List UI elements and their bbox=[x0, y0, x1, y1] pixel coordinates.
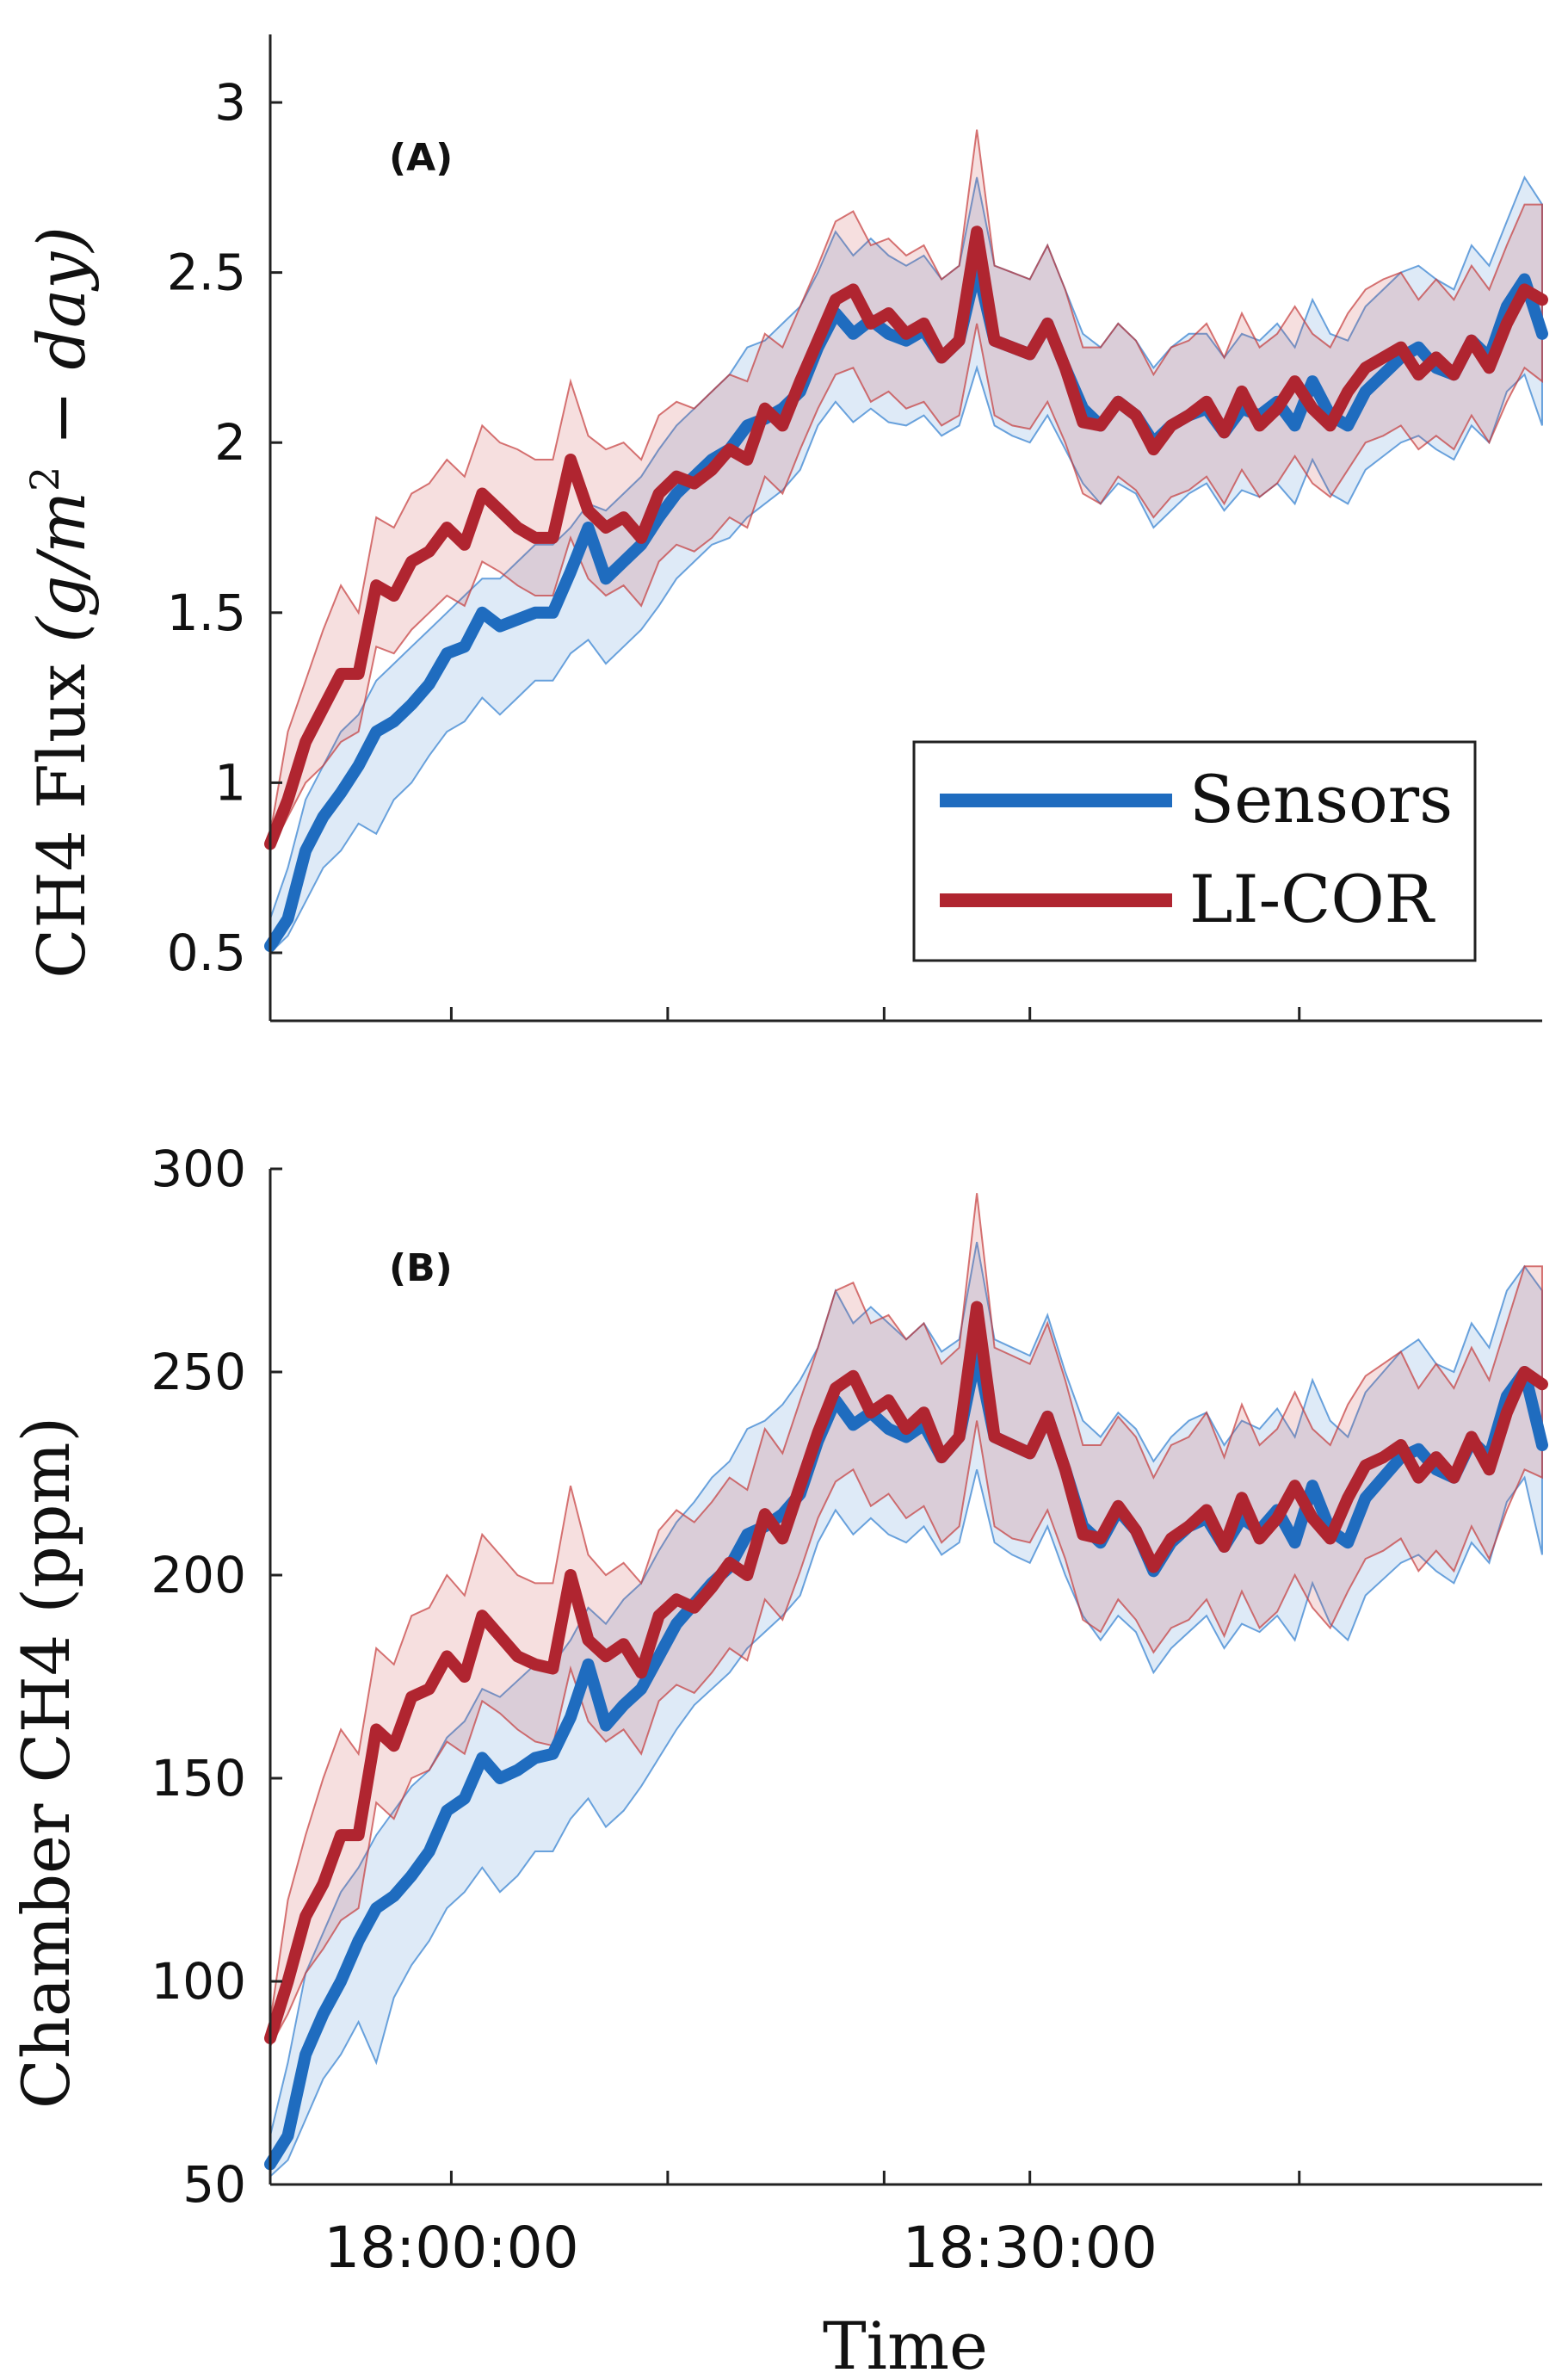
axes-a bbox=[269, 34, 1542, 1023]
y-axis-label-a-main: CH4 Flux bbox=[23, 643, 100, 979]
y-axis-label-a: CH4 Flux (g/m2 − day) bbox=[22, 226, 100, 979]
y-tick-label-b: 300 bbox=[151, 1140, 246, 1198]
y-tick-label-a: 2 bbox=[214, 413, 246, 472]
axes-b bbox=[269, 1169, 1542, 2186]
y-tick-label-b: 200 bbox=[151, 1546, 246, 1604]
y-tick-label-b: 100 bbox=[151, 1952, 246, 2011]
legend-box bbox=[912, 740, 1477, 962]
band-li-cor-a bbox=[269, 129, 1543, 851]
series-lines-b bbox=[264, 1301, 1548, 2171]
legend-label-licor: LI-COR bbox=[1189, 861, 1436, 937]
y-axis-label-a-unit: (g/m bbox=[23, 491, 100, 643]
y-tick-label-b: 250 bbox=[151, 1343, 246, 1401]
y-ticks-b: 50 100 150 200 250 300 bbox=[151, 1140, 282, 2214]
legend: Sensors LI-COR bbox=[912, 740, 1477, 962]
legend-label-sensors: Sensors bbox=[1189, 761, 1453, 837]
x-tick-label: 18:30:00 bbox=[902, 2215, 1157, 2281]
x-tick-label: 18:00:00 bbox=[324, 2215, 578, 2281]
y-ticks-a: 0.5 1 1.5 2 2.5 3 bbox=[167, 73, 282, 982]
y-tick-label-a: 1.5 bbox=[167, 584, 246, 642]
y-tick-label-a: 3 bbox=[214, 73, 246, 132]
x-ticks-b: 18:00:00 18:30:00 bbox=[324, 2171, 1301, 2281]
chart-panel-b: 50 100 150 200 250 300 18:00:00 18:30:00 (B) C… bbox=[8, 1140, 1548, 2281]
y-tick-label-a: 1 bbox=[214, 753, 246, 812]
x-ticks-a bbox=[449, 1007, 1301, 1021]
y-tick-label-b: 150 bbox=[151, 1749, 246, 1807]
panel-label-b: (B) bbox=[389, 1246, 453, 1290]
chart-panel-a: 0.511.522.53 (A) CH4 Flux (g/m2 − day) S… bbox=[22, 34, 1548, 1023]
series-lines-a bbox=[264, 226, 1548, 953]
y-tick-label-a: 0.5 bbox=[167, 924, 246, 982]
line-li-cor-b bbox=[264, 1301, 1548, 2045]
y-axis-label-b: Chamber CH4 (ppm) bbox=[8, 1417, 84, 2109]
band-sensors-b bbox=[269, 1241, 1543, 2178]
panel-label-a: (A) bbox=[389, 136, 453, 180]
line-li-cor-a bbox=[264, 226, 1548, 850]
confidence-bands-a bbox=[269, 129, 1543, 955]
x-axis-label: Time bbox=[823, 2308, 988, 2379]
y-axis-label-a-unit2: − day) bbox=[23, 226, 100, 467]
confidence-bands-b bbox=[269, 1193, 1543, 2178]
y-tick-label-a: 2.5 bbox=[167, 244, 246, 302]
band-li-cor-b bbox=[269, 1193, 1543, 2047]
y-tick-label-b: 50 bbox=[182, 2155, 246, 2214]
y-axis-label-a-sup: 2 bbox=[22, 467, 68, 491]
